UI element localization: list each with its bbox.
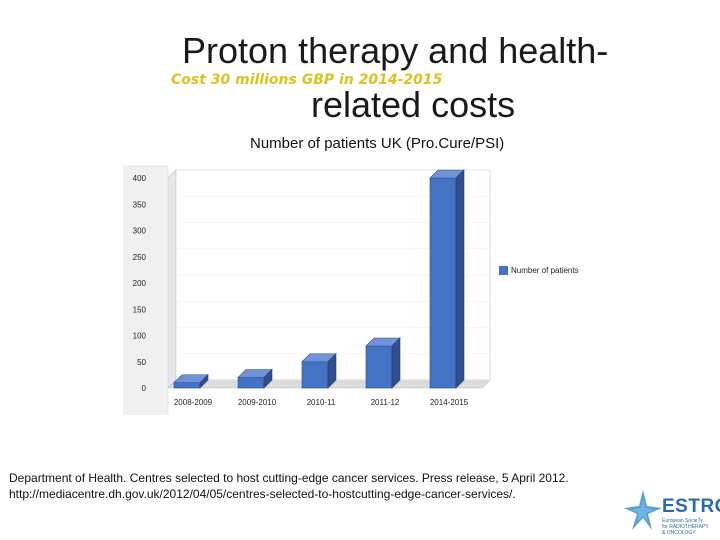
bar-side bbox=[327, 353, 337, 389]
chart-side-wall bbox=[167, 169, 177, 389]
y-tick-label: 350 bbox=[133, 200, 147, 209]
y-tick-label: 400 bbox=[133, 174, 147, 183]
bar bbox=[237, 377, 265, 389]
estro-logo-icon bbox=[624, 490, 662, 530]
logo-tagline-1: European SocieTy bbox=[662, 518, 703, 524]
bar-side bbox=[455, 169, 465, 389]
x-tick-label: 2014-2015 bbox=[430, 398, 469, 407]
x-tick-label: 2009-2010 bbox=[238, 398, 277, 407]
y-tick-label: 300 bbox=[133, 227, 147, 236]
bar-side bbox=[391, 337, 401, 389]
x-tick-label: 2010-11 bbox=[307, 398, 336, 407]
slide-subtitle: Cost 30 millions GBP in 2014-2015 bbox=[171, 72, 443, 88]
logo-tagline-3: & ONCOLOGY bbox=[662, 530, 696, 536]
legend-swatch bbox=[499, 266, 508, 275]
legend-label: Number of patients bbox=[511, 266, 579, 275]
bar bbox=[429, 177, 457, 389]
bar bbox=[365, 345, 393, 389]
slide-title-line2: related costs bbox=[311, 84, 516, 125]
bar-chart: 0 50 100 150 200 250 300 350 400 2008-2009 2009-20… bbox=[123, 165, 491, 415]
y-tick-label: 250 bbox=[133, 253, 147, 262]
bar-side bbox=[263, 368, 273, 389]
chart-axis-panel bbox=[123, 165, 169, 415]
y-tick-label: 0 bbox=[142, 384, 147, 393]
y-tick-label: 150 bbox=[133, 305, 147, 314]
bar-side bbox=[199, 374, 209, 389]
y-tick-label: 50 bbox=[137, 358, 146, 367]
chart-title: Number of patients UK (Pro.Cure/PSI) bbox=[250, 135, 505, 152]
logo-tagline-2: for RADIOTHERAPY bbox=[662, 524, 709, 530]
slide-title-line1: Proton therapy and health- bbox=[182, 30, 609, 71]
y-tick-label: 100 bbox=[133, 332, 147, 341]
y-tick-label: 200 bbox=[133, 279, 147, 288]
bar bbox=[173, 382, 201, 389]
reference-text: Department of Health. Centres selected t… bbox=[9, 471, 569, 501]
bar bbox=[301, 361, 329, 389]
x-tick-label: 2011-12 bbox=[371, 398, 400, 407]
x-tick-label: 2008-2009 bbox=[174, 398, 213, 407]
chart-legend: Number of patients bbox=[499, 266, 579, 275]
logo-name: ESTRO bbox=[662, 496, 720, 517]
